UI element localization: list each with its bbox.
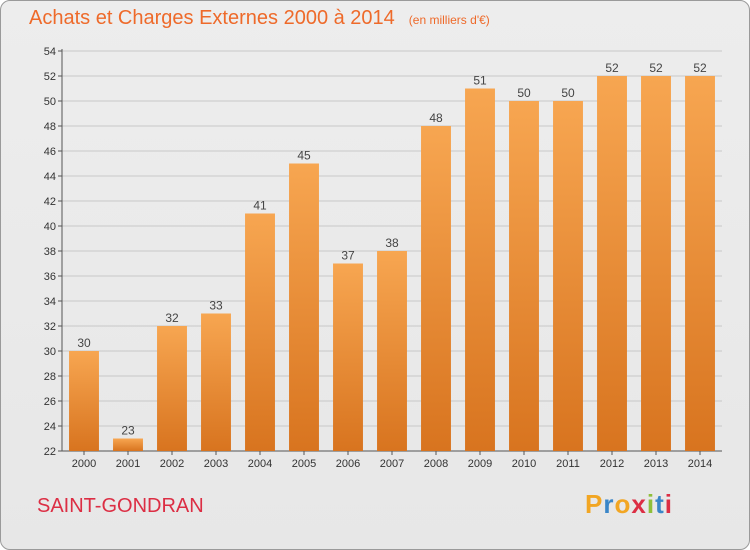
y-tick-label: 50 bbox=[44, 96, 56, 108]
data-label: 45 bbox=[297, 149, 311, 163]
bar bbox=[113, 438, 143, 451]
y-tick-label: 52 bbox=[44, 71, 56, 83]
brand-letter: x bbox=[631, 489, 647, 519]
x-tick-label: 2013 bbox=[644, 458, 668, 470]
bar bbox=[201, 313, 231, 451]
title-row: Achats et Charges Externes 2000 à 2014 (… bbox=[29, 7, 490, 30]
data-label: 30 bbox=[77, 336, 91, 350]
x-tick-label: 2007 bbox=[380, 458, 404, 470]
bar bbox=[421, 126, 451, 451]
y-tick-label: 48 bbox=[44, 121, 56, 133]
bar bbox=[553, 101, 583, 451]
x-tick-label: 2011 bbox=[556, 458, 580, 470]
y-tick-label: 42 bbox=[44, 196, 56, 208]
x-tick-label: 2004 bbox=[248, 458, 272, 470]
brand-letter: i bbox=[664, 489, 673, 519]
brand-letter: P bbox=[585, 489, 604, 519]
x-tick-label: 2001 bbox=[116, 458, 140, 470]
bar bbox=[465, 88, 495, 451]
x-tick-label: 2005 bbox=[292, 458, 316, 470]
data-label: 52 bbox=[605, 61, 619, 75]
data-label: 52 bbox=[649, 61, 663, 75]
data-label: 41 bbox=[253, 199, 267, 213]
y-tick-label: 46 bbox=[44, 146, 56, 158]
y-tick-label: 36 bbox=[44, 271, 56, 283]
brand-letter: r bbox=[603, 489, 615, 519]
axes: 22 24 26 28 30 32 34 36 38 40 42 44 46 48 50 52 54 2000 20… bbox=[44, 46, 722, 470]
brand-letter: o bbox=[614, 489, 632, 519]
x-tick-label: 2002 bbox=[160, 458, 184, 470]
location-label: SAINT-GONDRAN bbox=[37, 495, 204, 517]
value-labels: 30 23 32 33 41 45 37 38 48 51 50 50 52 52 52 bbox=[77, 61, 707, 438]
y-tick-label: 26 bbox=[44, 396, 56, 408]
y-tick-label: 38 bbox=[44, 246, 56, 258]
x-tick-label: 2012 bbox=[600, 458, 624, 470]
data-label: 32 bbox=[165, 311, 179, 325]
y-tick-label: 44 bbox=[44, 171, 56, 183]
bar bbox=[157, 326, 187, 451]
y-tick-label: 40 bbox=[44, 221, 56, 233]
bar bbox=[641, 76, 671, 451]
data-label: 52 bbox=[693, 61, 707, 75]
data-label: 23 bbox=[121, 424, 135, 438]
y-tick-label: 28 bbox=[44, 371, 56, 383]
chart-title: Achats et Charges Externes 2000 à 2014 bbox=[29, 7, 395, 29]
x-tick-label: 2008 bbox=[424, 458, 448, 470]
x-tick-label: 2010 bbox=[512, 458, 536, 470]
y-tick-label: 24 bbox=[44, 421, 56, 433]
x-tick-label: 2006 bbox=[336, 458, 360, 470]
x-tick-label: 2009 bbox=[468, 458, 492, 470]
y-tick-label: 22 bbox=[44, 446, 56, 458]
bar bbox=[509, 101, 539, 451]
bars bbox=[69, 76, 715, 451]
chart-subtitle: (en milliers d'€) bbox=[408, 13, 490, 27]
y-tick-label: 34 bbox=[44, 296, 56, 308]
data-label: 37 bbox=[341, 249, 355, 263]
brand-logo: Proxiti bbox=[585, 489, 673, 520]
x-tick-label: 2014 bbox=[688, 458, 712, 470]
data-label: 38 bbox=[385, 236, 399, 250]
x-tick-label: 2000 bbox=[72, 458, 96, 470]
data-label: 33 bbox=[209, 299, 223, 313]
y-tick-label: 54 bbox=[44, 46, 56, 58]
bar bbox=[245, 213, 275, 451]
bar bbox=[685, 76, 715, 451]
data-label: 51 bbox=[473, 74, 487, 88]
data-label: 48 bbox=[429, 111, 443, 125]
bar bbox=[597, 76, 627, 451]
y-tick-label: 32 bbox=[44, 321, 56, 333]
bar bbox=[377, 251, 407, 451]
bar bbox=[333, 263, 363, 451]
data-label: 50 bbox=[561, 86, 575, 100]
brand-letter: i bbox=[646, 489, 656, 519]
bar bbox=[69, 351, 99, 451]
x-tick-label: 2003 bbox=[204, 458, 228, 470]
data-label: 50 bbox=[517, 86, 531, 100]
bar bbox=[289, 163, 319, 451]
y-tick-label: 30 bbox=[44, 346, 56, 358]
brand-letter: t bbox=[655, 489, 665, 519]
